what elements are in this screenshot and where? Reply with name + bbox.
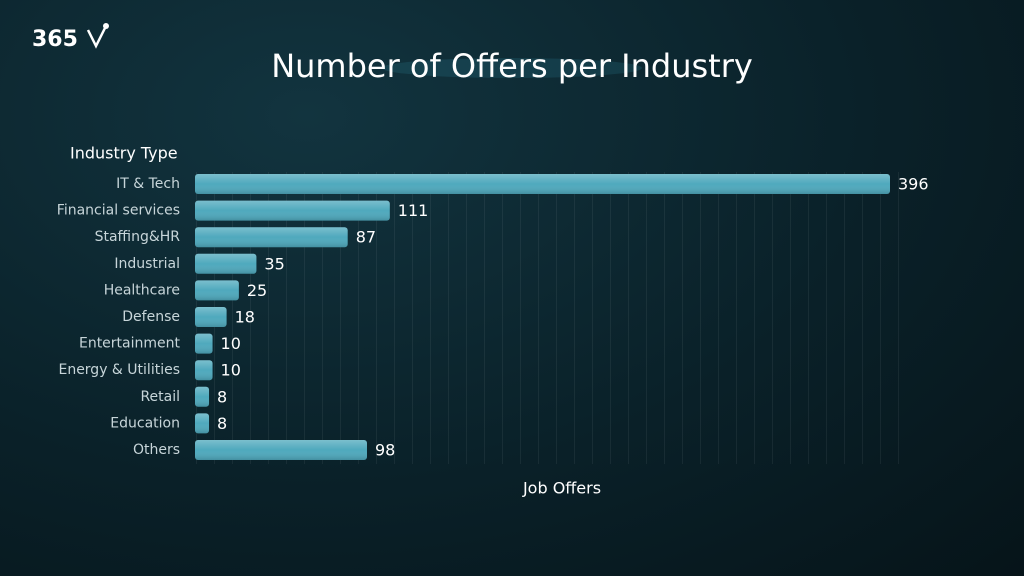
bar-shine xyxy=(195,440,367,460)
bar-shine xyxy=(195,200,390,221)
value-label: 8 xyxy=(217,387,227,406)
y-tick-label: Retail xyxy=(140,389,180,405)
value-label: 396 xyxy=(898,175,929,194)
bar-shine xyxy=(195,360,213,381)
y-tick-label: Defense xyxy=(122,309,180,325)
y-tick-label: Staffing&HR xyxy=(95,229,181,245)
y-tick-label: Others xyxy=(133,442,180,458)
bar-shine xyxy=(195,333,213,354)
title-glow xyxy=(382,58,642,78)
chart-title: Number of Offers per Industry xyxy=(271,47,753,85)
logo-dot xyxy=(103,23,109,29)
value-label: 18 xyxy=(235,308,255,327)
y-tick-label: Industrial xyxy=(114,256,180,272)
background-grid xyxy=(196,172,916,464)
bar-shine xyxy=(195,280,239,301)
y-tick-label: Financial services xyxy=(57,203,180,219)
y-tick-label: Entertainment xyxy=(79,336,181,352)
y-tick-label: Education xyxy=(110,415,180,431)
bar-shine xyxy=(195,253,257,274)
value-label: 87 xyxy=(356,228,376,247)
x-axis-label: Job Offers xyxy=(522,479,601,498)
value-label: 10 xyxy=(221,334,241,353)
logo: 365 xyxy=(32,27,78,52)
bar-shine xyxy=(195,174,890,194)
bar-shine xyxy=(195,413,210,434)
value-label: 111 xyxy=(398,201,429,220)
value-label: 10 xyxy=(221,361,241,380)
y-tick-label: IT & Tech xyxy=(116,176,180,192)
bar-shine xyxy=(195,386,210,407)
logo-mark xyxy=(86,25,108,49)
y-axis-label: Industry Type xyxy=(70,144,178,163)
y-tick-label: Healthcare xyxy=(104,282,180,298)
value-label: 35 xyxy=(264,254,284,273)
value-label: 98 xyxy=(375,441,395,460)
value-label: 8 xyxy=(217,414,227,433)
bar-shine xyxy=(195,307,227,327)
bar-shine xyxy=(195,227,348,248)
y-tick-label: Energy & Utilities xyxy=(58,362,180,378)
value-label: 25 xyxy=(247,281,267,300)
